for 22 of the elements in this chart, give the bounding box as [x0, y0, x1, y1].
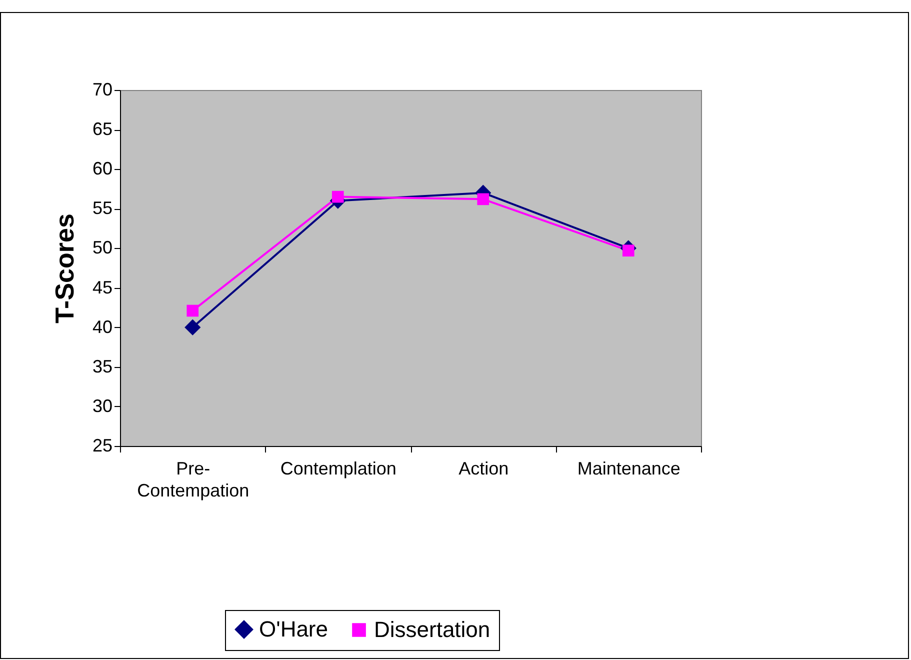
x-tick-label: Contemplation — [280, 458, 396, 478]
y-tick-label: 25 — [92, 436, 112, 456]
y-tick-label: 35 — [92, 356, 112, 376]
x-tick-label: Action — [458, 458, 509, 478]
point — [622, 244, 634, 257]
y-tick-label: 45 — [92, 277, 112, 298]
point — [186, 304, 199, 317]
y-tick-label: 65 — [92, 119, 112, 140]
y-tick-label: 55 — [92, 198, 112, 218]
x-tick-label: Pre-Contempation — [137, 458, 250, 500]
y-axis-title: T-Scores — [49, 214, 80, 324]
legend-label: O'Hare — [259, 616, 328, 642]
y-tick-label: 40 — [92, 316, 112, 337]
y-tick-label: 30 — [92, 396, 112, 416]
legend-label: Dissertation — [374, 617, 490, 642]
point — [332, 190, 344, 203]
point — [477, 193, 490, 206]
y-tick-label: 50 — [92, 238, 112, 258]
point — [184, 319, 201, 336]
x-tick-label: Maintenance — [577, 458, 680, 478]
y-tick-label: 60 — [92, 158, 112, 179]
y-tick-label: 70 — [92, 80, 112, 100]
